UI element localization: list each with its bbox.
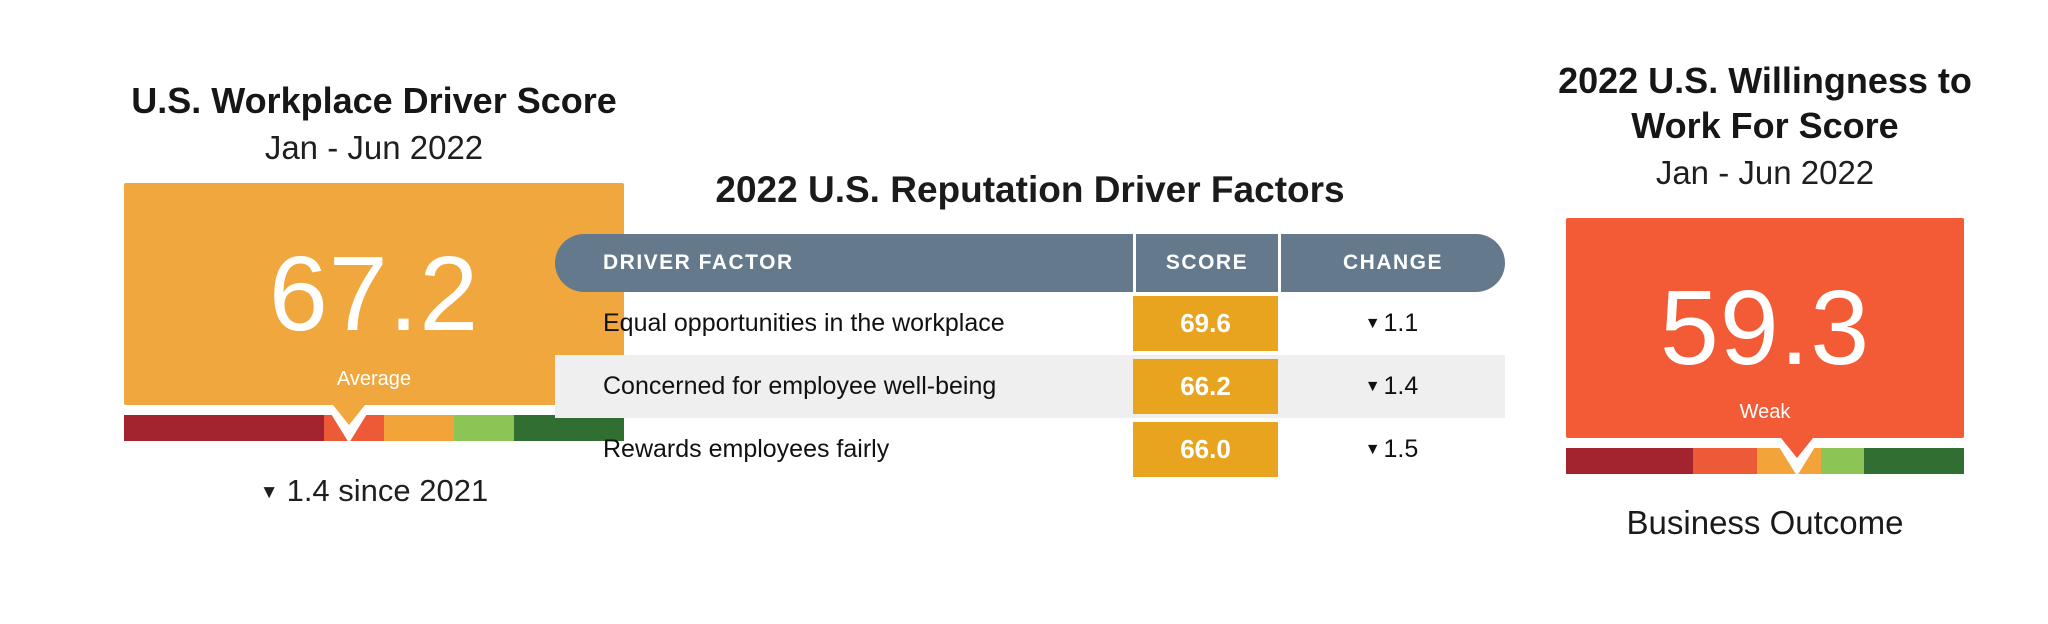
change-value: 1.1 (1383, 309, 1419, 338)
workplace-driver-score-label: Average (336, 368, 412, 390)
workplace-driver-score-value: 67.2 (268, 235, 480, 353)
score-cell: 66.2 (1133, 355, 1278, 418)
column-header-driver-factor: DRIVER FACTOR (603, 251, 794, 275)
table-row: Concerned for employee well-being 66.2 ▼… (555, 355, 1505, 419)
down-arrow-icon: ▼ (1364, 440, 1381, 458)
willingness-to-work-panel: 2022 U.S. Willingness to Work For Score … (1545, 58, 1985, 542)
column-header-score: SCORE (1133, 234, 1278, 293)
driver-factors-title: 2022 U.S. Reputation Driver Factors (715, 169, 1345, 210)
business-outcome-label: Business Outcome (1626, 504, 1904, 541)
table-row: Equal opportunities in the workplace 69.… (555, 292, 1505, 355)
workplace-driver-scale-bar (124, 409, 624, 443)
driver-factor-cell: Rewards employees fairly (603, 435, 890, 464)
driver-factor-cell: Equal opportunities in the workplace (603, 309, 1005, 338)
willingness-scorecard: 59.3 Weak (1566, 218, 1964, 458)
score-badge: 69.6 (1133, 296, 1278, 352)
change-value: 1.5 (1383, 435, 1419, 464)
willingness-scale-bar (1566, 442, 1964, 476)
workplace-driver-panel: U.S. Workplace Driver Score Jan - Jun 20… (124, 78, 624, 509)
scale-segment-dark-red (1566, 448, 1694, 474)
score-cell: 69.6 (1133, 292, 1278, 355)
score-badge: 66.0 (1133, 422, 1278, 478)
table-header-row: DRIVER FACTOR SCORE CHANGE (555, 234, 1505, 293)
table-row: Rewards employees fairly 66.0 ▼ 1.5 (555, 418, 1505, 481)
willingness-title: 2022 U.S. Willingness to Work For Score (1558, 60, 1972, 146)
willingness-score-label: Weak (1739, 401, 1791, 423)
down-arrow-icon: ▼ (1364, 377, 1381, 395)
workplace-driver-title: U.S. Workplace Driver Score (131, 80, 617, 121)
change-since-2021: ▼ 1.4 since 2021 (124, 473, 624, 509)
workplace-driver-subtitle: Jan - Jun 2022 (264, 129, 484, 166)
change-cell: ▼ 1.5 (1278, 418, 1505, 481)
score-pointer-icon (1780, 438, 1813, 458)
column-header-change: CHANGE (1278, 234, 1505, 293)
scale-segment-dark-green (1864, 448, 1964, 474)
score-pointer-icon (333, 405, 365, 425)
score-badge: 66.2 (1133, 359, 1278, 415)
down-arrow-icon: ▼ (1364, 314, 1381, 332)
willingness-score-value: 59.3 (1659, 269, 1871, 387)
willingness-subtitle: Jan - Jun 2022 (1655, 154, 1875, 191)
driver-factor-cell: Concerned for employee well-being (603, 372, 997, 401)
driver-factors-table: DRIVER FACTOR SCORE CHANGE Equal opportu… (555, 234, 1505, 481)
willingness-card-wrap: 59.3 Weak (1566, 218, 1964, 476)
down-arrow-icon: ▼ (259, 482, 279, 503)
scale-segment-amber (384, 415, 454, 441)
scale-segment-red-orange (1693, 448, 1758, 474)
scale-segment-light-green (1820, 448, 1865, 474)
change-text: 1.4 since 2021 (286, 473, 489, 508)
driver-factors-panel: 2022 U.S. Reputation Driver Factors DRIV… (555, 168, 1505, 481)
change-cell: ▼ 1.1 (1278, 292, 1505, 355)
workplace-driver-scorecard: 67.2 Average (124, 183, 624, 425)
score-cell: 66.0 (1133, 418, 1278, 481)
change-cell: ▼ 1.4 (1278, 355, 1505, 418)
scale-segment-dark-green (514, 415, 624, 441)
scale-segment-light-green (454, 415, 514, 441)
change-value: 1.4 (1383, 372, 1419, 401)
workplace-driver-card-wrap: 67.2 Average (124, 183, 624, 443)
scale-segment-dark-red (124, 415, 324, 441)
